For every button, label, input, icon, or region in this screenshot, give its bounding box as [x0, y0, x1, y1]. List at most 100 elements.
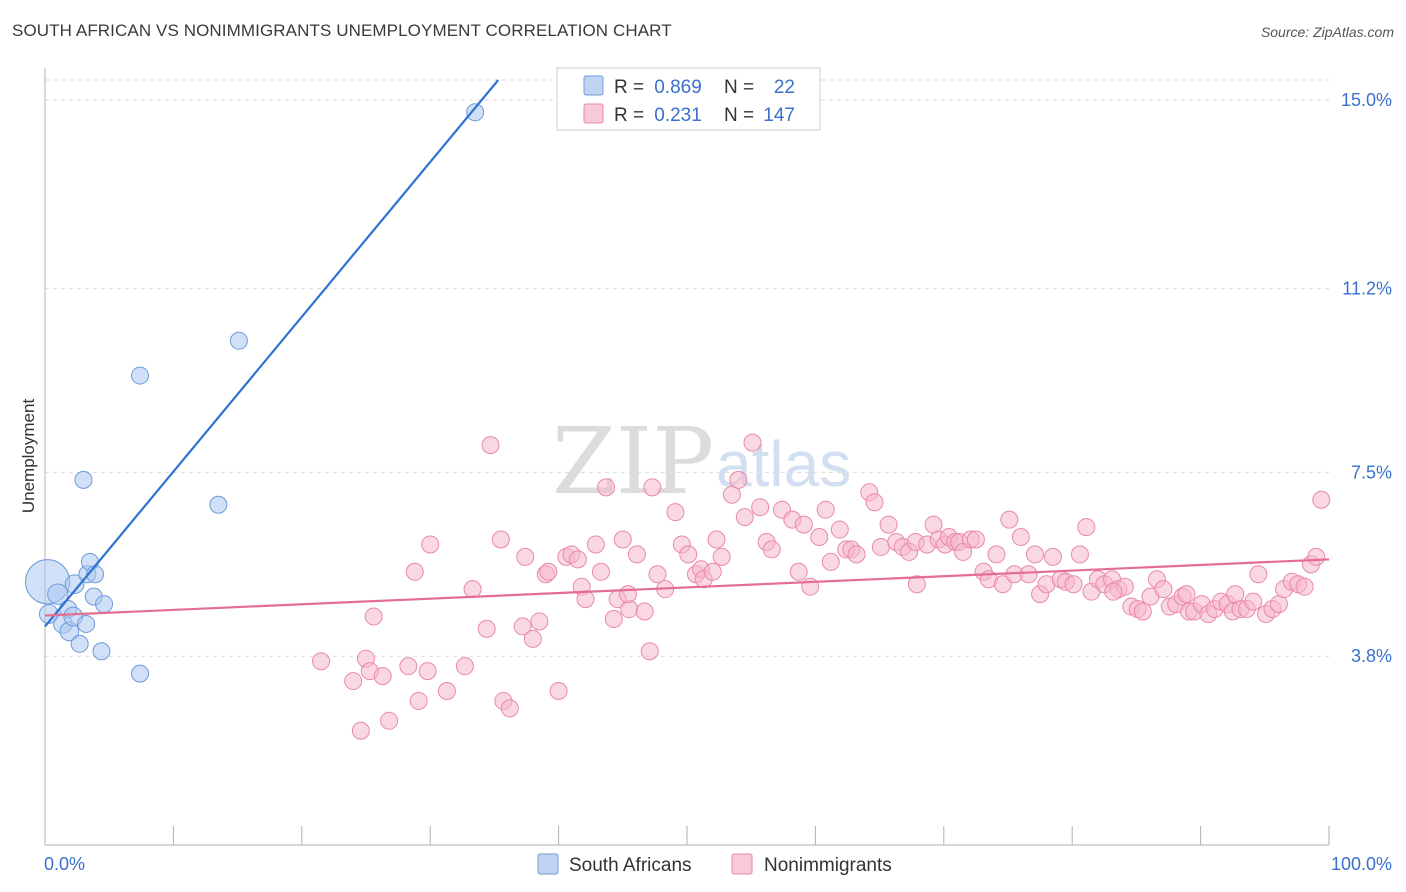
data-point	[491, 530, 510, 549]
data-point	[1226, 585, 1245, 604]
data-point	[74, 470, 93, 489]
data-point	[455, 657, 474, 676]
data-point	[523, 629, 542, 648]
gridlines	[45, 79, 1329, 657]
legend-r-label: R =	[614, 77, 644, 98]
data-point	[871, 537, 890, 556]
data-point	[597, 478, 616, 497]
data-point	[1070, 545, 1089, 564]
data-point	[743, 433, 762, 452]
data-point	[530, 612, 549, 631]
data-point	[500, 699, 519, 718]
data-point	[466, 103, 485, 122]
tick-labels: 3.8% 7.5% 11.2% 15.0% 0.0% 100.0%	[44, 90, 1392, 874]
data-point	[77, 614, 96, 633]
legend-swatch-south-africans	[583, 75, 604, 96]
data-point	[1019, 565, 1038, 584]
y-tick-label: 3.8%	[1351, 646, 1392, 666]
data-point	[648, 565, 667, 584]
data-point	[707, 530, 726, 549]
data-point	[481, 436, 500, 455]
data-point	[712, 547, 731, 566]
data-point	[735, 508, 754, 527]
data-point	[640, 642, 659, 661]
legend-r-value: 0.869	[654, 77, 702, 98]
data-point	[131, 366, 150, 385]
chart-title: SOUTH AFRICAN VS NONIMMIGRANTS UNEMPLOYM…	[12, 21, 672, 40]
y-tick-label: 7.5%	[1351, 462, 1392, 482]
data-point	[879, 515, 898, 534]
stats-legend-row-nonimmigrants: R = 0.231 N = 147	[583, 103, 795, 126]
trend-line	[44, 558, 1330, 617]
legend-n-value: 22	[774, 77, 795, 98]
data-point	[679, 545, 698, 564]
data-point	[620, 600, 639, 619]
legend-item-south-africans[interactable]: South Africans	[537, 853, 692, 876]
legend-swatch-south-africans	[537, 853, 559, 875]
series-legend: South Africans Nonimmigrants	[537, 853, 892, 876]
data-point	[666, 503, 685, 522]
axes	[44, 68, 1330, 846]
data-point	[729, 470, 748, 489]
data-point	[539, 562, 558, 581]
data-point	[1011, 528, 1030, 547]
legend-swatch-nonimmigrants	[731, 853, 753, 875]
series-south-africans-points	[24, 103, 485, 683]
data-point	[586, 535, 605, 554]
data-point	[618, 585, 637, 604]
data-point	[1043, 547, 1062, 566]
data-point	[865, 493, 884, 512]
data-point	[1064, 575, 1083, 594]
trend-line	[44, 79, 500, 628]
data-point	[816, 500, 835, 519]
data-point	[409, 691, 428, 710]
legend-n-label: N =	[724, 105, 754, 126]
data-point	[47, 583, 69, 605]
y-axis-label: Unemployment	[19, 399, 38, 514]
data-point	[604, 609, 623, 628]
data-point	[643, 478, 662, 497]
x-tick-label: 0.0%	[44, 854, 85, 874]
data-point	[751, 498, 770, 517]
source-attribution: Source: ZipAtlas.com	[1260, 24, 1394, 40]
data-point	[92, 642, 111, 661]
legend-item-nonimmigrants[interactable]: Nonimmigrants	[731, 853, 892, 876]
data-point	[635, 602, 654, 621]
data-point	[1104, 582, 1123, 601]
data-point	[312, 652, 331, 671]
data-point	[1177, 585, 1196, 604]
data-point	[418, 662, 437, 681]
data-point	[1025, 545, 1044, 564]
data-point	[810, 528, 829, 547]
data-point	[405, 562, 424, 581]
series-nonimmigrants-points	[312, 433, 1331, 740]
data-point	[373, 667, 392, 686]
data-point	[516, 547, 535, 566]
legend-n-value: 147	[763, 105, 795, 126]
data-point	[993, 575, 1012, 594]
data-point	[344, 672, 363, 691]
data-point	[568, 550, 587, 569]
data-point	[1295, 577, 1314, 596]
data-point	[966, 530, 985, 549]
data-point	[1312, 490, 1331, 509]
stats-legend-row-south-africans: R = 0.869 N = 22	[583, 75, 795, 98]
legend-n-label: N =	[724, 77, 754, 98]
data-point	[794, 515, 813, 534]
data-point	[1244, 592, 1263, 611]
watermark: ZIP atlas	[552, 408, 851, 515]
data-point	[549, 682, 568, 701]
data-point	[1000, 510, 1019, 529]
data-point	[380, 711, 399, 730]
data-point	[830, 520, 849, 539]
data-point	[1133, 602, 1152, 621]
data-point	[789, 562, 808, 581]
data-point	[1077, 518, 1096, 537]
legend-swatch-nonimmigrants	[583, 103, 604, 124]
legend-r-value: 0.231	[654, 105, 702, 126]
data-point	[131, 664, 150, 683]
data-point	[95, 595, 114, 614]
legend-label-south-africans: South Africans	[569, 855, 692, 876]
data-point	[722, 485, 741, 504]
data-point	[477, 619, 496, 638]
